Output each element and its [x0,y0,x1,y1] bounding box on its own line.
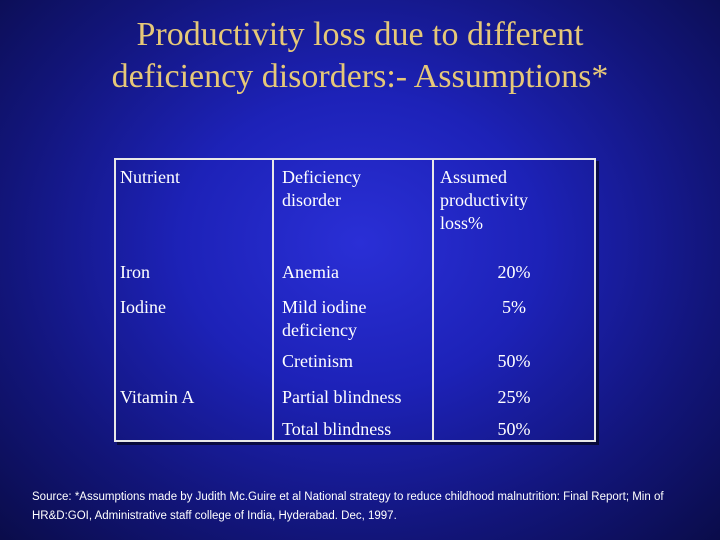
table-border-col1 [272,158,274,442]
row-iron-loss: 20% [497,262,531,282]
assumptions-table: Nutrient Deficiency disorder Assumed pro… [114,158,596,442]
table-border-top [114,158,596,160]
row-vitamin-a-nutrient: Vitamin A [120,387,195,407]
row-partial-blindness-disorder: Partial blindness [282,387,402,407]
slide-title: Productivity loss due to different defic… [0,14,720,98]
row-iodine-nutrient: Iodine [120,297,166,317]
table-border-col2 [432,158,434,442]
table-border-bottom [114,440,596,442]
row-total-blindness-loss: 50% [497,419,531,439]
header-disorder-line-2: disorder [282,190,341,210]
header-disorder-line-1: Deficiency [282,167,361,187]
row-cretinism-loss: 50% [497,351,531,371]
table-border-left [114,158,116,442]
row-iodine-loss: 5% [502,297,526,317]
row-total-blindness-disorder: Total blindness [282,419,392,439]
table-border-right [594,158,596,442]
row-iron-disorder: Anemia [282,262,339,282]
header-nutrient: Nutrient [120,167,180,187]
source-line-1: Source: *Assumptions made by Judith Mc.G… [32,491,664,503]
row-partial-blindness-loss: 25% [497,387,531,407]
title-line-2: deficiency disorders:- Assumptions* [111,58,609,95]
source-citation: Source: *Assumptions made by Judith Mc.G… [32,488,704,526]
row-iodine-disorder-line-1: Mild iodine [282,297,367,317]
row-iron-nutrient: Iron [120,262,150,282]
header-loss-line-1: Assumed [440,167,507,187]
source-line-2: HR&D:GOI, Administrative staff college o… [32,510,397,522]
header-loss-line-3: loss% [440,213,484,233]
header-loss-line-2: productivity [440,190,528,210]
row-iodine-disorder-line-2: deficiency [282,320,357,340]
title-line-1: Productivity loss due to different [136,16,584,53]
row-cretinism-disorder: Cretinism [282,351,353,371]
